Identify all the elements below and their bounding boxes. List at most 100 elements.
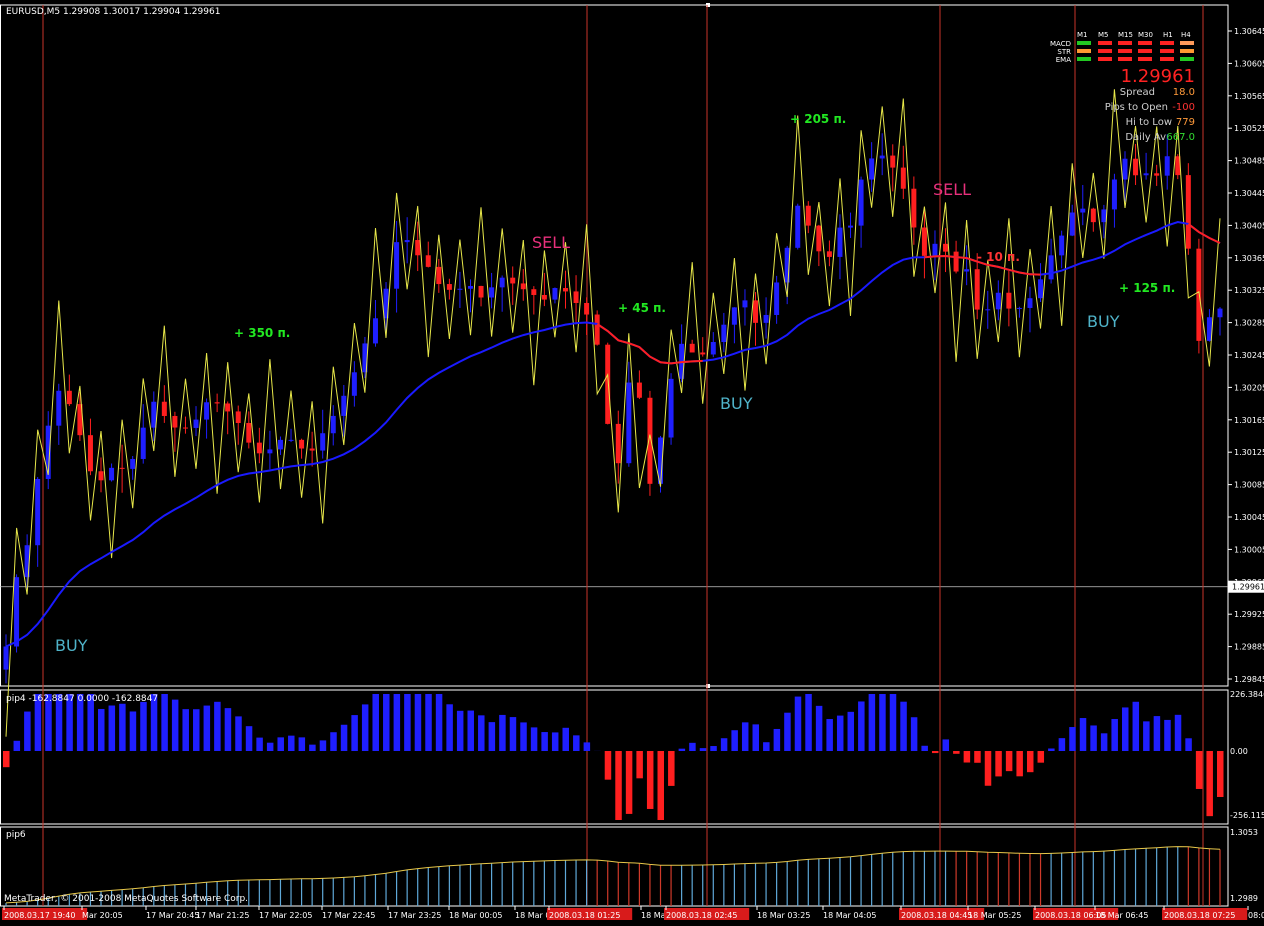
price-tick-label: 1.30005 [1234, 545, 1264, 554]
time-label: 17 Mar 20:45 [146, 911, 199, 920]
candle [711, 332, 716, 357]
candle [194, 406, 199, 436]
signal-cell [1118, 41, 1132, 45]
pip4-bar [1217, 751, 1224, 797]
time-label: 2008.03.18 01:25 [549, 911, 620, 920]
pip4-bar [467, 711, 474, 751]
hi-to-low-value: 779 [1176, 117, 1195, 128]
candle [120, 445, 125, 493]
candle-body [236, 411, 241, 423]
candle-body [806, 206, 811, 226]
pip4-bar [531, 727, 538, 751]
pip4-bar [784, 713, 791, 751]
pip4-bar [879, 694, 886, 751]
candle-body [563, 288, 568, 291]
daily-av-label: Daily Av [1125, 132, 1166, 143]
pip4-bar [140, 702, 147, 751]
candle-body [954, 252, 959, 272]
candle-body [605, 345, 610, 424]
candle-body [869, 158, 874, 179]
candle [183, 417, 188, 434]
candle-body [1059, 236, 1064, 256]
pip4-bar [1133, 702, 1140, 751]
candle [563, 271, 568, 309]
candle-body [352, 372, 357, 395]
candle [996, 280, 1001, 320]
candle [690, 340, 695, 353]
hi-to-low-label: Hi to Low [1126, 117, 1172, 128]
candle-body [901, 168, 906, 189]
candle [901, 146, 906, 199]
time-label: 17 Mar 22:45 [322, 911, 375, 920]
pip4-bar [446, 704, 453, 751]
candle-body [721, 325, 726, 342]
candle-body [742, 300, 747, 307]
candle-body [1144, 173, 1149, 175]
candle-body [1027, 298, 1032, 308]
candle [1049, 239, 1054, 284]
annotation-profit-125: + 125 п. [1119, 281, 1175, 295]
candle [320, 410, 325, 459]
pip4-bar [1122, 707, 1129, 751]
pip4-axis-label: 226.3846 [1230, 690, 1264, 699]
pip4-bar [721, 738, 728, 751]
candle-body [257, 443, 262, 454]
price-tick-label: 1.30645 [1234, 27, 1264, 36]
pip4-bar [1175, 715, 1182, 751]
candle [806, 201, 811, 233]
moving-average-down-segment-3 [1188, 224, 1220, 243]
signal-cell [1098, 57, 1112, 61]
pip4-bar [647, 751, 654, 809]
candle [447, 279, 452, 300]
candle [911, 176, 916, 244]
candle [584, 297, 589, 335]
candle-body [690, 344, 695, 353]
pip4-bar [489, 722, 496, 751]
candle-body [267, 449, 272, 453]
candle [405, 217, 410, 263]
current-price-big: 1.29961 [1121, 66, 1195, 87]
candle-body [415, 240, 420, 255]
candle [552, 287, 557, 303]
time-label: 18 Mar 06:45 [1095, 911, 1148, 920]
candle-body [183, 428, 188, 429]
candle-body [246, 423, 251, 443]
candle [880, 133, 885, 175]
pip4-bar [330, 732, 337, 751]
pip4-bar [299, 737, 306, 751]
candle [1070, 205, 1075, 236]
pip4-bar [763, 742, 770, 751]
pip4-bar [1111, 719, 1118, 751]
candle [964, 245, 969, 285]
pip4-bar [1069, 727, 1076, 751]
candle-body [394, 242, 399, 289]
row-label-macd: MACD [1050, 40, 1071, 48]
candle-body [584, 303, 589, 315]
price-tick-label: 1.30365 [1234, 254, 1264, 263]
candle-body [1165, 156, 1170, 175]
candle-body [932, 244, 937, 256]
candle [457, 272, 462, 308]
candle [700, 337, 705, 356]
pip4-bar [1090, 725, 1097, 751]
candle-body [711, 342, 716, 354]
pip4-bar [573, 735, 580, 751]
pip4-bar [911, 717, 918, 751]
candle [468, 279, 473, 312]
candle-body [669, 379, 674, 438]
pip4-bar [605, 751, 612, 780]
main-panel-frame [1, 5, 1229, 686]
pip4-bar [584, 742, 591, 751]
candle-body [848, 226, 853, 228]
pip4-bar [826, 719, 833, 751]
tf-label-h1: H1 [1163, 31, 1173, 39]
pip4-bar [869, 694, 876, 751]
pip4-bar [1196, 751, 1203, 789]
tf-label-h4: H4 [1181, 31, 1191, 39]
signal-cell [1077, 57, 1091, 61]
candle-body [405, 240, 410, 242]
candle-body [637, 383, 642, 398]
candle-body [215, 402, 220, 403]
candle-body [331, 416, 336, 433]
